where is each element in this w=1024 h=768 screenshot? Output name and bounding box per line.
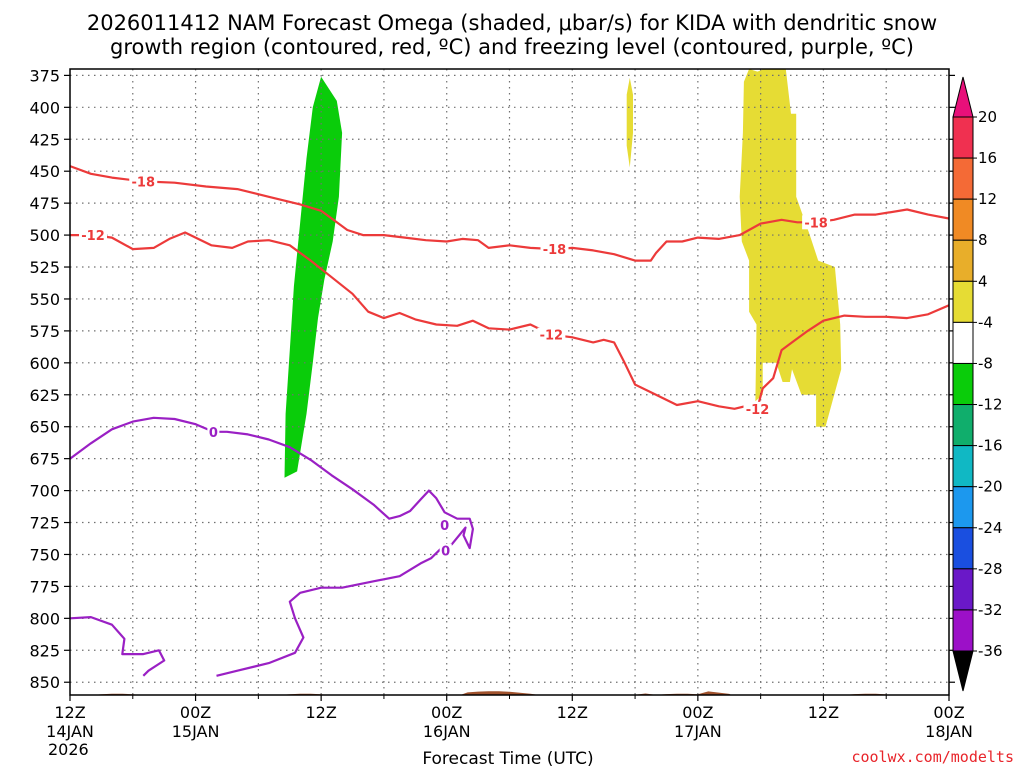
x-tick-time-label: 00Z (933, 703, 964, 722)
contour-label: 0 (209, 426, 218, 441)
colorbar-label: -24 (978, 519, 1003, 537)
contour-label-background (439, 543, 452, 558)
y-tick-label: 500 (29, 226, 60, 245)
y-tick-label: 775 (29, 577, 60, 596)
colorbar-label: -16 (978, 437, 1003, 455)
y-tick-label: 600 (29, 354, 60, 373)
contour-label-background (79, 228, 108, 243)
freezing-level-contour-upper (70, 416, 474, 677)
omega-positive-yellow-main (739, 69, 842, 427)
x-tick-time-label: 00Z (682, 703, 713, 722)
colorbar-top-arrow (952, 76, 974, 118)
x-tick-time-label: 12Z (808, 703, 839, 722)
x-tick-date-label: 18JAN (925, 722, 973, 741)
colorbar-label: 4 (978, 272, 988, 290)
freezing-level-contour-lower (70, 616, 166, 677)
chart-title-line-1: 2026011412 NAM Forecast Omega (shaded, μ… (87, 11, 937, 35)
colorbar-label: 20 (978, 108, 997, 126)
contour-label-background (438, 518, 451, 533)
y-tick-label: 575 (29, 322, 60, 341)
colorbar-label: -8 (978, 354, 993, 372)
plot-content: -18 -18 -18 -12 -12 -12 0 0 0 (70, 69, 949, 695)
contour-label: 0 (440, 519, 449, 534)
colorbar-band (952, 609, 974, 652)
x-tick-year-label: 2026 (48, 740, 89, 759)
colorbar-band (952, 362, 974, 406)
y-tick-label: 450 (29, 162, 60, 181)
terrain-ground (70, 691, 949, 695)
colorbar-band (952, 321, 974, 364)
contour-label: -12 (81, 229, 105, 244)
colorbar-label: -12 (978, 396, 1003, 414)
colorbar-bottom-arrow (952, 650, 974, 692)
contour-label-background (129, 174, 158, 189)
x-tick-date-label: 15JAN (172, 722, 220, 741)
contour-label: -18 (543, 243, 567, 258)
colorbar-label: 12 (978, 190, 997, 208)
omega-positive-yellow-thin (626, 77, 633, 168)
y-tick-label: 400 (29, 98, 60, 117)
x-tick-time-label: 00Z (180, 703, 211, 722)
plot-area: -18 -18 -18 -12 -12 -12 0 0 0 (70, 69, 949, 695)
contour-label-background (207, 424, 220, 439)
contour-label: -18 (804, 216, 828, 231)
colorbar-band (952, 198, 974, 241)
x-axis-label: Forecast Time (UTC) (422, 749, 593, 768)
x-tick-date-label: 14JAN (46, 722, 94, 741)
contour-label-background (743, 401, 772, 416)
colorbar-band (952, 568, 974, 611)
colorbar-band (952, 527, 974, 570)
y-tick-label: 675 (29, 450, 60, 469)
colorbar-label: 8 (978, 231, 988, 249)
contour-label: 0 (441, 545, 450, 560)
x-tick-time-label: 00Z (431, 703, 462, 722)
y-tick-label: 800 (29, 609, 60, 628)
colorbar-band (952, 116, 974, 159)
colorbar-label: -36 (978, 642, 1003, 660)
contour-label: -12 (540, 329, 564, 344)
chart-title-line-2: growth region (contoured, red, ºC) and f… (110, 35, 914, 59)
contour-label: -12 (746, 403, 770, 418)
y-tick-label: 750 (29, 545, 60, 564)
x-tick-time-label: 12Z (54, 703, 85, 722)
x-tick-date-label: 17JAN (674, 722, 722, 741)
colorbar-label: -20 (978, 478, 1003, 496)
contour-label-background (802, 215, 831, 230)
colorbar-band (952, 280, 974, 323)
y-tick-label: 825 (29, 641, 60, 660)
contour-label-background (537, 327, 566, 342)
colorbar-band (952, 404, 974, 447)
colorbar-label: -32 (978, 601, 1003, 619)
y-tick-label: 525 (29, 258, 60, 277)
x-tick-time-label: 12Z (305, 703, 336, 722)
x-tick-date-label: 16JAN (423, 722, 471, 741)
colorbar-label: -4 (978, 313, 993, 331)
y-tick-label: 650 (29, 418, 60, 437)
y-tick-label: 625 (29, 386, 60, 405)
y-tick-label: 850 (29, 673, 60, 692)
credit-text: coolwx.com/modelts (851, 748, 1014, 766)
y-tick-label: 475 (29, 194, 60, 213)
colorbar-band (952, 157, 974, 200)
colorbar-label: -28 (978, 560, 1003, 578)
colorbar-label: 16 (978, 149, 997, 167)
colorbar: 20 16 12 8 4 -4 -8 -12 -16 -20 -24 -28 -32 -36 (952, 76, 1003, 692)
y-tick-label: 550 (29, 290, 60, 309)
contour-label-background (540, 242, 569, 257)
y-tick-label: 700 (29, 482, 60, 501)
x-tick-time-label: 12Z (557, 703, 588, 722)
omega-negative-green (284, 76, 343, 478)
y-tick-label: 725 (29, 514, 60, 533)
colorbar-band (952, 239, 974, 282)
colorbar-band (952, 486, 974, 529)
y-tick-label: 425 (29, 130, 60, 149)
contour-label: -18 (132, 175, 156, 190)
axes: 375 400 425 450 475 500 525 550 575 600 625 650 675 7… (29, 66, 972, 759)
colorbar-band (952, 445, 974, 488)
y-tick-label: 375 (29, 66, 60, 85)
